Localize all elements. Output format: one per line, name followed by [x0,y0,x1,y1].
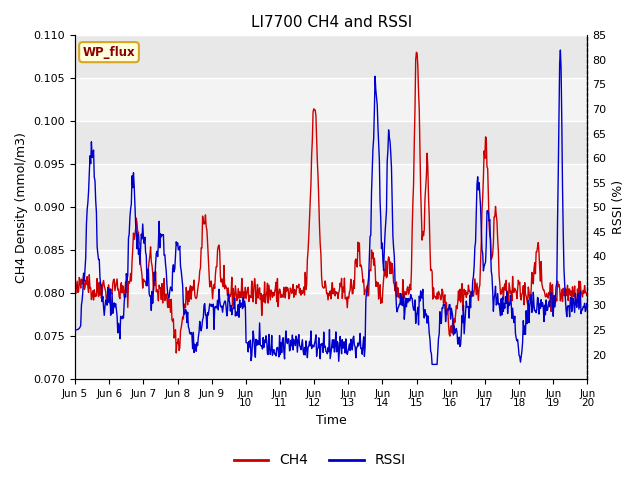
Bar [75,336,588,379]
Y-axis label: RSSI (%): RSSI (%) [612,180,625,234]
X-axis label: Time: Time [316,414,347,427]
Bar [75,164,588,207]
Bar [75,250,588,293]
Title: LI7700 CH4 and RSSI: LI7700 CH4 and RSSI [251,15,412,30]
Text: WP_flux: WP_flux [83,46,135,59]
Legend: CH4, RSSI: CH4, RSSI [228,448,412,473]
Y-axis label: CH4 Density (mmol/m3): CH4 Density (mmol/m3) [15,132,28,283]
Bar [75,78,588,121]
